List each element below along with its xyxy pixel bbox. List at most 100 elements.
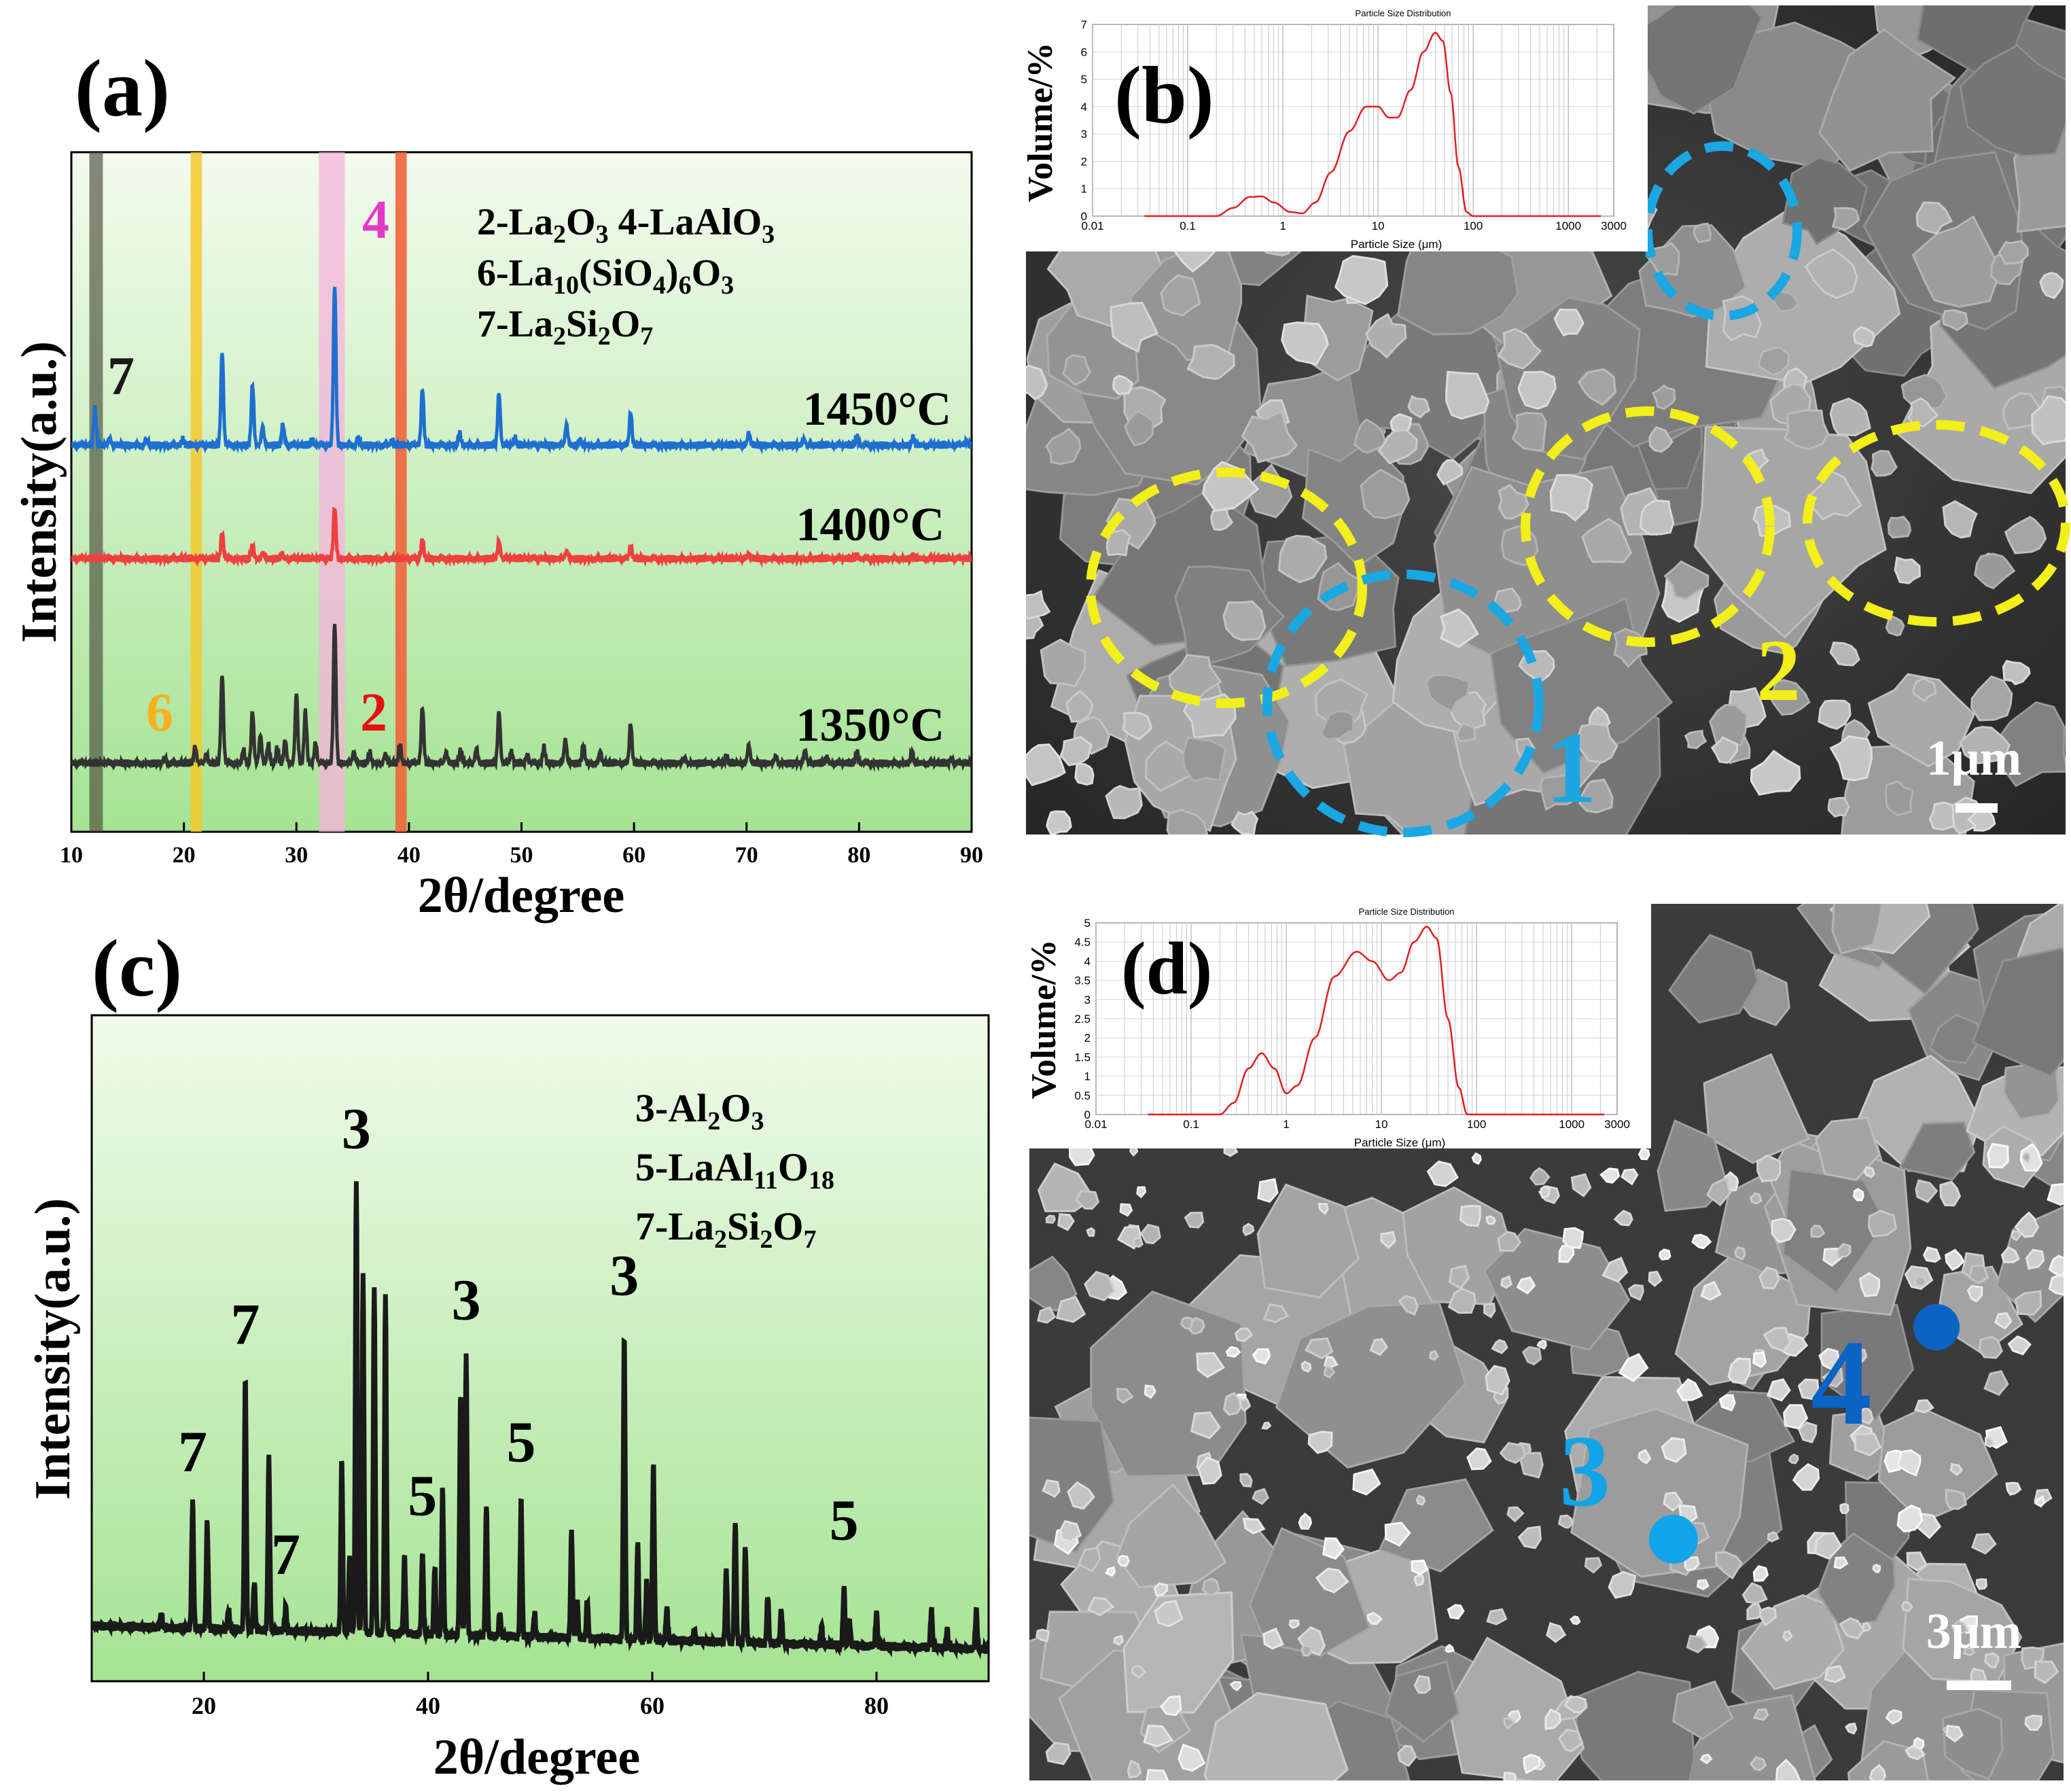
sem-particle [1599,1167,1621,1184]
sem-particle [1499,1441,1527,1464]
sem-particle [1648,1270,1663,1287]
sem-particle [1153,1582,1169,1597]
sem-particle [1696,1579,1710,1591]
sem-particle [1124,409,1154,446]
sem-particle [1752,1708,1769,1721]
sem-particle [1398,1295,1419,1316]
psd-y-tick-label: 5 [1084,917,1091,930]
particle-circle-yellow-1 [1086,468,1367,708]
psd-y-tick-label: 7 [1081,18,1087,31]
sem-particle [2034,1660,2059,1685]
sem-particle [1562,1227,1585,1250]
psd-y-tick-label: 3.5 [1074,974,1091,987]
sem-particle [1436,459,1464,486]
sem-particle [1315,1567,1349,1594]
sem-particle [1820,1303,1915,1421]
sem-particle [1483,1227,1631,1351]
sem-particle [1914,1274,1928,1288]
xrd-line-1450°C [71,287,972,455]
sem-particle [1758,1606,1777,1627]
sem-particle [2021,1153,2031,1163]
sem-particle [1045,1742,1072,1765]
sem-particle [1182,736,1227,782]
sem-particle [1257,1178,1279,1204]
particle-circle-yellow-2 [1521,406,1775,647]
sem-particle [1500,1275,1513,1289]
sem-particle [1112,374,1133,396]
a-x-tick-label: 70 [735,843,758,868]
sem-particle [2011,1229,2021,1242]
a-x-tick-label: 10 [60,843,83,868]
psd-x-tick-label: 1000 [1559,1118,1585,1131]
sem-particle [1127,1759,1142,1778]
sem-particle [1252,1488,1270,1505]
sem-particle [1511,411,1547,452]
sem-particle [1073,716,1111,756]
sem-particle [1852,1188,1864,1201]
sem-particle [1714,1551,1743,1580]
sem-particle [1767,1531,1780,1543]
sem-particle [1962,1647,1976,1657]
c-x-tick-label: 20 [192,1692,216,1719]
psd-x-tick-label: 10 [1372,219,1385,232]
sem-particle [1439,608,1479,648]
psd-y-tick-label: 3 [1081,128,1087,141]
sem-particle [1112,1634,1124,1646]
sem-particle [1898,1121,1976,1181]
sem-particle [1447,1604,1465,1620]
sem-particle [1029,1416,1115,1553]
sem-particle [1659,1248,1671,1261]
sem-particle [1055,1296,1086,1323]
sem-particle [1784,409,1830,451]
sem-particle [2031,395,2066,446]
panel-b: 1 2 1μm 0 1 2 3 4 5 6 7 0.01 0.1 1 10 100 1000 3000 Pa… [1021,5,2070,837]
sem-particle [2002,659,2031,686]
sem-particle [1906,1551,1928,1572]
sem-particle [1676,1378,1703,1401]
sem-particle [1210,508,1234,531]
sem-particle [1684,729,1707,750]
panel-c-series [92,1181,989,1660]
sem-particle [1160,274,1201,317]
psd-y-tick-label: 2 [1081,155,1087,168]
sem-particle [1067,1481,1095,1510]
xrd-line-c [92,1181,989,1660]
sem-particle [1877,1407,1998,1524]
particle-label-3: 3 [1559,1415,1610,1528]
sem-particle [1982,1125,2038,1189]
psd-y-tick-label: 6 [1081,46,1087,58]
sem-particle [1144,1384,1156,1399]
sem-particle [1863,1166,1876,1178]
sem-particle [1503,1772,1517,1780]
sem-particle [1699,1753,1713,1765]
psd-x-tick-label: 100 [1467,1118,1486,1131]
c-peak-label-3: 3 [342,1096,371,1161]
panel-c-x-axis: 20 40 60 80 [192,1672,889,1719]
sem-particle [1852,326,1875,348]
sem-particle [1928,801,1955,831]
panel-a-legend-row-3: 7-La2Si2O7 [477,303,653,351]
particle-circle-cyan-1 [1262,569,1544,837]
sem-particle [1752,1351,1767,1369]
sem-particle [1608,1570,1637,1599]
sem-particle [1485,1365,1510,1396]
sem-particle [1234,1327,1254,1342]
sem-particle [1466,1447,1492,1471]
sem-particle [1384,1660,1460,1743]
sem-particle [1380,1231,1396,1249]
sem-particle [1544,1708,1561,1730]
sem-particle [1974,552,2016,590]
xrd-line-1350°C [71,624,972,773]
psd-x-tick-label: 1 [1283,1118,1289,1131]
psd-x-tick-label: 1 [1279,219,1286,232]
sem-particle [1402,1186,1514,1305]
sem-particle [1797,1378,1820,1401]
sem-particle [1831,207,1860,231]
psd-x-tick-label: 1000 [1555,219,1581,232]
sem-particle [1710,736,1738,764]
sem-particle [1122,711,1153,741]
sem-particle [1029,1255,1078,1312]
psd-x-tick-label: 0.01 [1081,219,1103,232]
psd-y-tick-label: 3 [1084,994,1091,1006]
sem-particle [1186,344,1235,380]
